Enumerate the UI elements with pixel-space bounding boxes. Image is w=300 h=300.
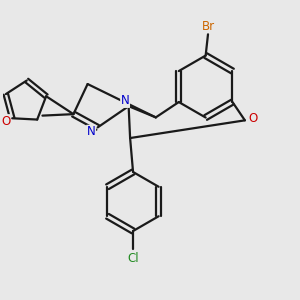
- Text: Br: Br: [202, 20, 215, 32]
- Text: O: O: [1, 115, 10, 128]
- Text: Cl: Cl: [127, 252, 139, 265]
- Text: O: O: [248, 112, 258, 125]
- Text: N: N: [121, 94, 130, 107]
- Text: N: N: [87, 125, 95, 138]
